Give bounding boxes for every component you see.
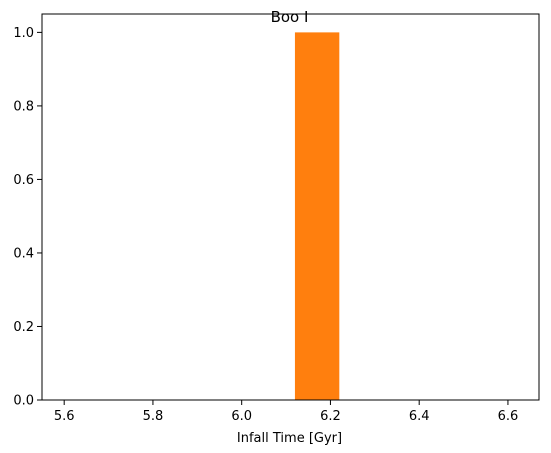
- x-tick-label: 6.2: [320, 409, 341, 424]
- y-tick-label: 0.6: [13, 173, 34, 188]
- chart-title: Boo I: [271, 8, 309, 26]
- x-axis-ticks: 5.6 5.8 6.0 6.2 6.4 6.6: [54, 400, 518, 424]
- y-axis-ticks: 0.0 0.2 0.4 0.6 0.8 1.0: [13, 26, 42, 409]
- x-tick-label: 6.4: [409, 409, 430, 424]
- y-tick-label: 0.0: [13, 394, 34, 409]
- x-tick-label: 5.8: [143, 409, 164, 424]
- y-tick-label: 0.8: [13, 99, 34, 114]
- y-tick-label: 1.0: [13, 26, 34, 41]
- x-tick-label: 6.0: [231, 409, 252, 424]
- x-axis-label: Infall Time [Gyr]: [237, 431, 342, 446]
- bars-group: [294, 32, 340, 400]
- plot-frame: [41, 13, 540, 401]
- histogram-bar: [294, 32, 340, 400]
- x-tick-label: 5.6: [54, 409, 75, 424]
- y-tick-label: 0.2: [13, 320, 34, 335]
- x-tick-label: 6.6: [498, 409, 519, 424]
- y-tick-label: 0.4: [13, 246, 34, 261]
